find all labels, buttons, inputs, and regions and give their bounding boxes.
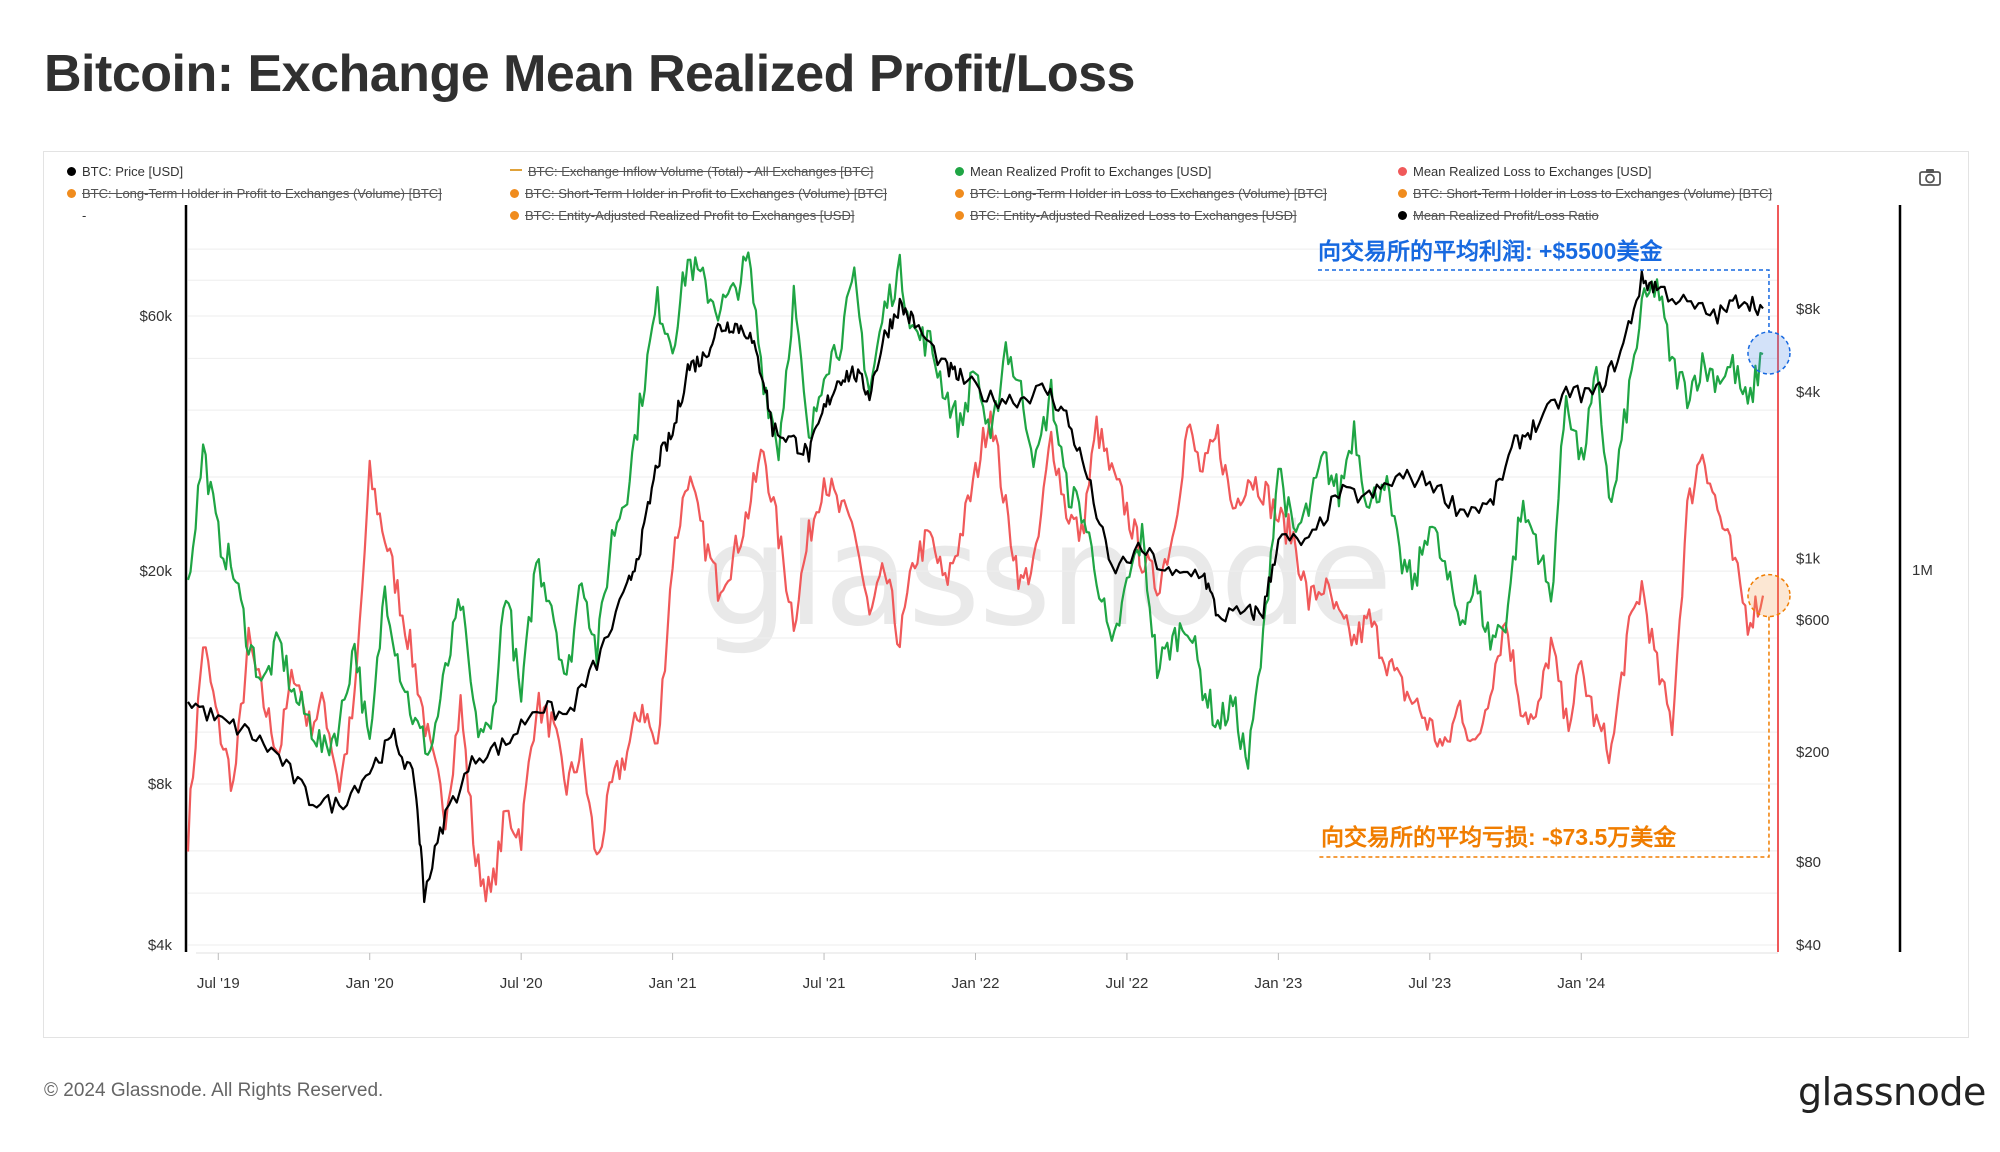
right-axis-tick-label: $80 bbox=[1796, 854, 1821, 871]
legend-label: Mean Realized Profit/Loss Ratio bbox=[1413, 208, 1599, 223]
copyright-text: © 2024 Glassnode. All Rights Reserved. bbox=[44, 1080, 384, 1101]
glassnode-logo: glassnode bbox=[1798, 1070, 1986, 1114]
right-axis-tick-label: $200 bbox=[1796, 744, 1829, 761]
legend-dot-icon bbox=[1398, 167, 1407, 177]
camera-icon[interactable] bbox=[1917, 167, 1943, 187]
right-axis-tick-label: $8k bbox=[1796, 301, 1821, 318]
right-axis-tick-label: $40 bbox=[1796, 937, 1821, 954]
legend-dot-icon bbox=[1398, 211, 1407, 221]
profit-annotation: 向交易所的平均利润: +$5500美金 bbox=[1318, 238, 1663, 264]
legend-label: BTC: Long-Term Holder in Profit to Excha… bbox=[82, 186, 442, 201]
x-axis-tick-label: Jan '21 bbox=[649, 975, 697, 992]
legend-item[interactable]: Mean Realized Loss to Exchanges [USD] bbox=[1398, 164, 1651, 180]
legend-dot-icon bbox=[510, 189, 519, 199]
left-axis-tick-label: $8k bbox=[148, 776, 173, 793]
profit-marker-circle bbox=[1747, 331, 1791, 375]
loss-marker-circle bbox=[1747, 573, 1791, 618]
x-axis-tick-label: Jan '24 bbox=[1557, 975, 1605, 992]
right-axis-tick-label: $1k bbox=[1796, 551, 1821, 568]
right-axis-tick-label: $4k bbox=[1796, 384, 1821, 401]
legend-item[interactable]: BTC: Entity-Adjusted Realized Profit to … bbox=[510, 208, 854, 224]
legend-label: Mean Realized Profit to Exchanges [USD] bbox=[970, 164, 1212, 179]
page-title: Bitcoin: Exchange Mean Realized Profit/L… bbox=[44, 45, 1135, 103]
legend-item[interactable]: BTC: Long-Term Holder in Profit to Excha… bbox=[67, 186, 442, 202]
legend-dot-icon bbox=[510, 211, 519, 221]
chart-frame bbox=[43, 151, 1969, 1038]
profit-series-line bbox=[186, 251, 1764, 770]
legend-label: - bbox=[82, 208, 87, 223]
price-series-line bbox=[187, 270, 1764, 904]
x-axis-tick-label: Jul '19 bbox=[197, 975, 240, 992]
legend-label: BTC: Long-Term Holder in Loss to Exchang… bbox=[970, 186, 1327, 201]
legend-item[interactable]: BTC: Short-Term Holder in Loss to Exchan… bbox=[1398, 186, 1772, 202]
legend-item[interactable]: BTC: Long-Term Holder in Loss to Exchang… bbox=[955, 186, 1327, 202]
legend-item[interactable]: - bbox=[82, 208, 86, 224]
legend-label: BTC: Entity-Adjusted Realized Profit to … bbox=[525, 208, 855, 223]
legend-item[interactable]: BTC: Entity-Adjusted Realized Loss to Ex… bbox=[955, 208, 1297, 224]
legend-dot-icon bbox=[1398, 189, 1407, 199]
legend-item[interactable]: BTC: Exchange Inflow Volume (Total) - Al… bbox=[510, 164, 873, 180]
far-right-axis-tick-label: 1M bbox=[1912, 562, 1933, 579]
legend-item[interactable]: Mean Realized Profit to Exchanges [USD] bbox=[955, 164, 1211, 180]
profit-leader-line bbox=[1318, 269, 1770, 332]
loss-leader-line bbox=[1318, 616, 1770, 858]
legend-item[interactable]: BTC: Price [USD] bbox=[67, 164, 183, 180]
legend-dot-icon bbox=[955, 189, 964, 199]
x-axis-tick-label: Jul '20 bbox=[500, 975, 543, 992]
legend-dot-icon bbox=[955, 211, 964, 221]
left-axis-tick-label: $4k bbox=[148, 937, 173, 954]
x-axis-tick-label: Jan '23 bbox=[1254, 975, 1302, 992]
legend-label: BTC: Short-Term Holder in Profit to Exch… bbox=[525, 186, 887, 201]
x-axis-tick-label: Jul '22 bbox=[1105, 975, 1148, 992]
legend-dot-icon bbox=[955, 167, 964, 177]
loss-annotation: 向交易所的平均亏损: -$73.5万美金 bbox=[1321, 824, 1677, 850]
x-axis-tick-label: Jan '20 bbox=[346, 975, 394, 992]
legend-label: BTC: Price [USD] bbox=[82, 164, 184, 179]
legend-label: BTC: Short-Term Holder in Loss to Exchan… bbox=[1413, 186, 1773, 201]
legend-label: BTC: Exchange Inflow Volume (Total) - Al… bbox=[528, 164, 874, 179]
loss-series-line bbox=[186, 410, 1765, 903]
left-axis-tick-label: $60k bbox=[139, 308, 172, 325]
legend-dot-icon bbox=[67, 189, 76, 199]
legend-dot-icon bbox=[510, 168, 522, 171]
legend-item[interactable]: Mean Realized Profit/Loss Ratio bbox=[1398, 208, 1599, 224]
legend-dot-icon bbox=[67, 167, 76, 177]
x-axis-tick-label: Jan '22 bbox=[952, 975, 1000, 992]
left-axis-tick-label: $20k bbox=[139, 563, 172, 580]
x-axis-tick-label: Jul '23 bbox=[1408, 975, 1451, 992]
legend-label: BTC: Entity-Adjusted Realized Loss to Ex… bbox=[970, 208, 1297, 223]
legend-label: Mean Realized Loss to Exchanges [USD] bbox=[1413, 164, 1652, 179]
x-axis-tick-label: Jul '21 bbox=[803, 975, 846, 992]
right-axis-tick-label: $600 bbox=[1796, 612, 1829, 629]
legend-item[interactable]: BTC: Short-Term Holder in Profit to Exch… bbox=[510, 186, 887, 202]
